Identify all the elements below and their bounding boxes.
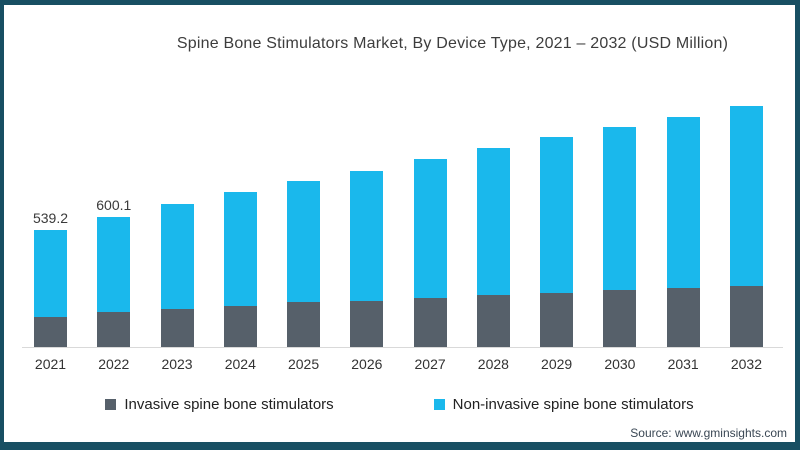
bar-segment-invasive bbox=[287, 302, 321, 347]
bar-segment-invasive bbox=[350, 301, 384, 347]
x-axis-label-2026: 2026 bbox=[351, 356, 383, 372]
bar-group-2027 bbox=[413, 158, 447, 347]
bar-group-2032 bbox=[729, 105, 763, 347]
bar-group-2023 bbox=[160, 203, 194, 347]
bar-segment-invasive bbox=[603, 290, 637, 347]
bar-segment-invasive bbox=[540, 292, 574, 347]
bar-value-label: 539.2 bbox=[32, 210, 69, 226]
x-axis-label-2029: 2029 bbox=[541, 356, 573, 372]
x-axis-label-2025: 2025 bbox=[287, 356, 320, 372]
legend: Invasive spine bone stimulators Non-invas… bbox=[4, 396, 795, 413]
x-axis-label-2030: 2030 bbox=[604, 356, 636, 372]
bar-segment-non-invasive bbox=[34, 230, 67, 317]
x-axis-label-2028: 2028 bbox=[477, 356, 509, 372]
bar-segment-non-invasive bbox=[160, 203, 194, 309]
x-axis-line bbox=[22, 347, 783, 348]
bar-group-2030 bbox=[603, 126, 637, 347]
x-axis-label-2027: 2027 bbox=[414, 356, 446, 372]
bar-group-2022: 600.1 bbox=[96, 197, 131, 347]
bar-group-2024 bbox=[223, 191, 257, 347]
x-axis-label-2022: 2022 bbox=[98, 356, 130, 372]
bar-value-label: 600.1 bbox=[96, 196, 132, 213]
legend-label: Invasive spine bone stimulators bbox=[124, 396, 334, 413]
source-text: Source: www.gminsights.com bbox=[630, 426, 787, 440]
legend-item-non-invasive: Non-invasive spine bone stimulators bbox=[433, 396, 694, 413]
x-axis-label-2024: 2024 bbox=[224, 356, 256, 372]
x-axis-label-2023: 2023 bbox=[161, 356, 193, 372]
legend-square-icon bbox=[105, 399, 117, 410]
x-axis-label-2021: 2021 bbox=[34, 356, 67, 372]
x-axis-label-2032: 2032 bbox=[730, 356, 762, 372]
bar-segment-non-invasive bbox=[729, 105, 763, 286]
bar-segment-non-invasive bbox=[666, 116, 700, 288]
bar-segment-non-invasive bbox=[350, 170, 384, 301]
bar-segment-invasive bbox=[729, 286, 763, 347]
legend-label: Non-invasive spine bone stimulators bbox=[452, 396, 694, 413]
bar-group-2025 bbox=[287, 180, 321, 347]
x-axis-label-2031: 2031 bbox=[667, 356, 699, 372]
bar-segment-invasive bbox=[223, 306, 257, 347]
x-axis-labels: 2021 2022 2023 2024 2025 2026 2027 2028 2029 2030… bbox=[34, 356, 763, 372]
legend-item-invasive: Invasive spine bone stimulators bbox=[105, 396, 334, 413]
bar-segment-invasive bbox=[666, 288, 700, 347]
bar-segment-non-invasive bbox=[603, 126, 637, 290]
chart-title: Spine Bone Stimulators Market, By Device… bbox=[176, 35, 729, 52]
bar-segment-non-invasive bbox=[413, 158, 447, 298]
bar-segment-non-invasive bbox=[223, 191, 257, 306]
bar-segment-non-invasive bbox=[97, 216, 131, 312]
legend-square-icon bbox=[433, 399, 445, 410]
bar-segment-invasive bbox=[476, 294, 510, 347]
bar-group-2031 bbox=[666, 116, 700, 347]
bar-group-2028 bbox=[476, 147, 510, 347]
bar-segment-invasive bbox=[413, 298, 447, 347]
bar-segment-non-invasive bbox=[287, 180, 321, 302]
bar-group-2029 bbox=[540, 136, 574, 347]
bar-group-2021: 539.2 bbox=[33, 210, 68, 347]
bar-segment-non-invasive bbox=[540, 136, 574, 293]
bar-segment-non-invasive bbox=[476, 147, 510, 295]
bar-segment-invasive bbox=[34, 317, 67, 347]
bar-group-2026 bbox=[350, 170, 384, 347]
bar-segment-invasive bbox=[160, 309, 194, 347]
bar-segment-invasive bbox=[97, 312, 131, 347]
plot-area: 539.2 600.1 bbox=[33, 105, 763, 347]
